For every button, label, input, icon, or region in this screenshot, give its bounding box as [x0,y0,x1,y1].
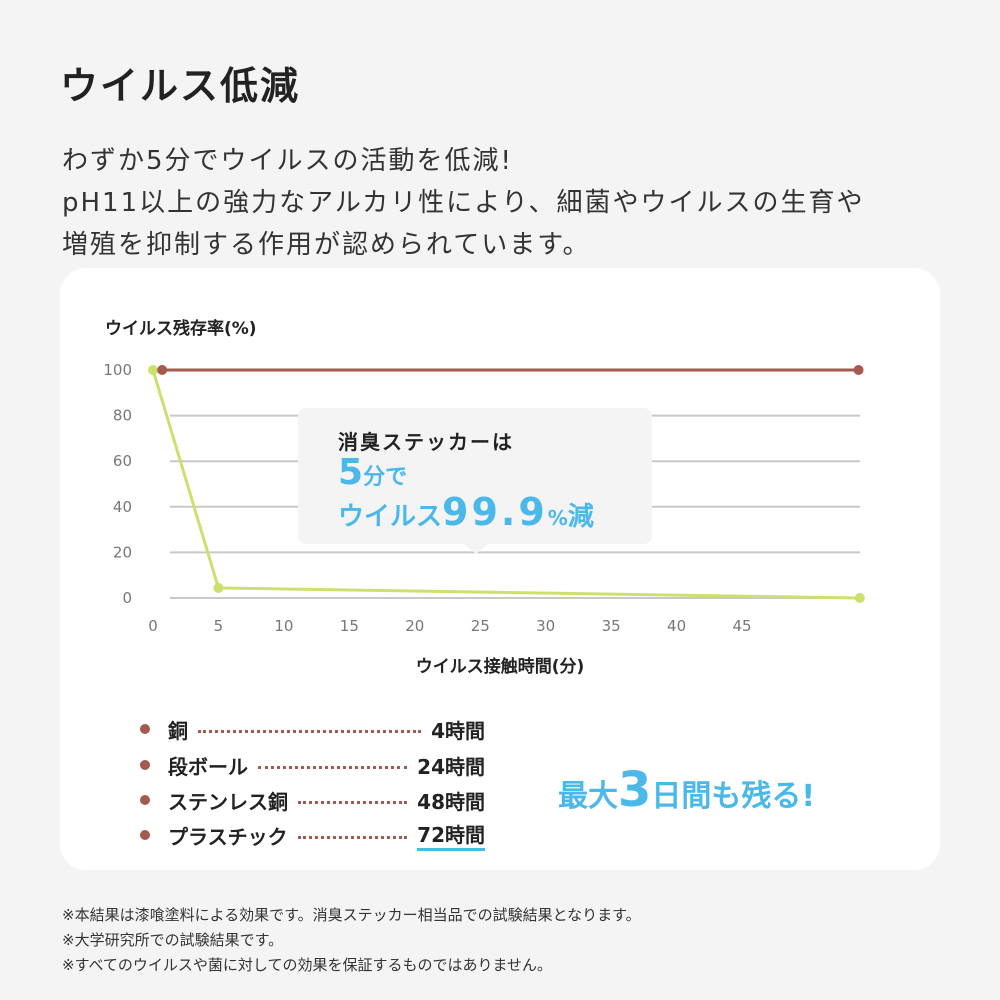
bullet-icon [140,724,150,734]
material-row: 銅 4時間 [140,714,485,744]
bubble-reduce: 減 [567,502,594,532]
material-value: 72時間 [417,819,485,851]
chart-card [60,268,940,870]
footnote: ※本結果は漆喰塗料による効果です。消臭ステッカー相当品での試験結果となります。 [62,906,641,924]
callout-pre: 最大 [558,779,618,814]
bubble-line-1: 消臭ステッカーは [338,430,514,454]
material-row: プラスチック 72時間 [140,819,485,851]
material-name: 銅 [168,718,188,743]
x-tick-label: 15 [340,617,359,635]
material-value: 24時間 [417,754,485,779]
material-name: 段ボール [168,754,248,779]
data-point [157,365,168,375]
max-days-callout: 最大3日間も残る! [558,762,815,818]
material-row: ステンレス銅 48時間 [140,785,485,815]
x-tick-label: 20 [405,617,424,635]
x-tick-label: 0 [148,617,158,635]
callout-post: 日間も残る! [651,779,816,814]
x-tick-label: 35 [602,617,621,635]
material-row: 段ボール 24時間 [140,750,485,780]
material-name: ステンレス銅 [168,789,288,814]
y-tick-label: 80 [113,407,132,425]
bubble-virus: ウイルス [338,502,443,532]
y-tick-label: 20 [113,543,132,561]
bubble-percent-value: 99.9 [442,490,548,534]
bubble-line-2: 5分で [338,452,407,493]
data-point [213,582,224,593]
dotted-leader [198,729,422,733]
dotted-leader [258,765,408,769]
bullet-icon [140,795,150,805]
page-title: ウイルス低減 [60,64,301,108]
y-tick-label: 0 [122,589,132,607]
x-tick-label: 30 [536,617,555,635]
data-point [853,365,864,375]
lead-line-1: わずか5分でウイルスの活動を低減! [62,146,513,176]
bullet-icon [140,830,150,840]
x-tick-label: 40 [667,617,686,635]
material-name: プラスチック [168,824,288,849]
material-value: 4時間 [431,718,485,743]
bubble-num: 5 [338,452,364,493]
data-point [148,365,158,375]
callout-bubble: 消臭ステッカーは 5分で ウイルス99.9%減 [298,408,652,554]
lead-line-3: 増殖を抑制する作用が認められています。 [62,230,591,260]
dotted-leader [298,800,408,804]
bubble-unit: 分で [363,465,408,490]
x-tick-label: 25 [471,617,490,635]
dotted-leader [297,835,408,839]
y-tick-label: 100 [103,361,132,379]
bubble-percent-sign: % [547,506,568,530]
x-tick-label: 10 [274,617,293,635]
y-tick-label: 60 [113,452,132,470]
x-axis-label: ウイルス接触時間(分) [415,657,585,677]
data-point [854,593,865,603]
footnote: ※大学研究所での試験結果です。 [62,931,284,949]
x-tick-label: 5 [214,617,224,635]
bullet-icon [140,760,150,770]
callout-num: 3 [618,762,652,818]
y-tick-label: 40 [113,498,132,516]
material-value: 48時間 [417,789,485,814]
footnote: ※すべてのウイルスや菌に対しての効果を保証するものではありません。 [62,956,553,974]
bubble-line-3: ウイルス99.9%減 [338,490,594,534]
y-axis-label: ウイルス残存率(%) [105,319,257,339]
lead-line-2: pH11以上の強力なアルカリ性により、細菌やウイルスの生育や [62,188,865,218]
x-tick-label: 45 [733,617,752,635]
